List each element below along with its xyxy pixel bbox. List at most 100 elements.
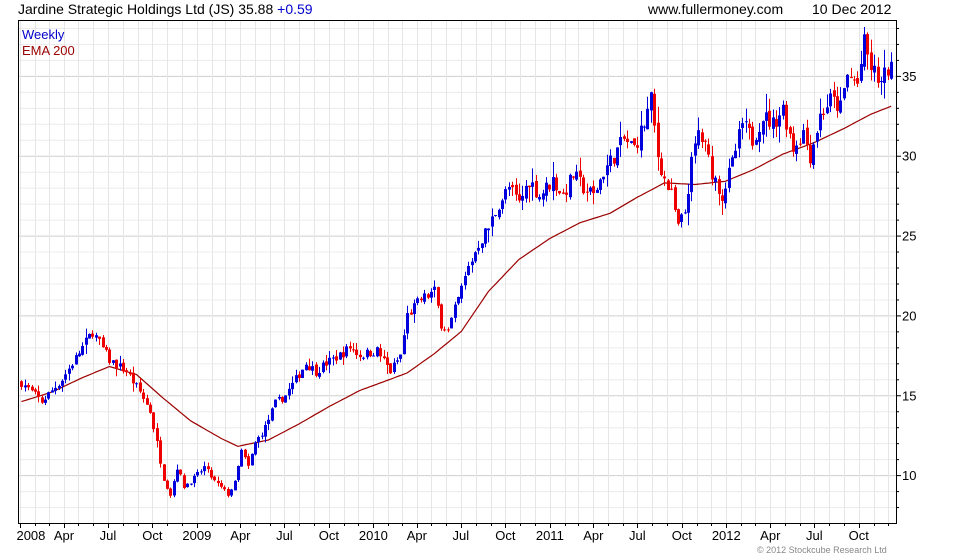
candle-body	[173, 481, 176, 496]
candle	[220, 480, 223, 489]
candle	[284, 395, 287, 403]
candle-body	[440, 304, 443, 329]
candle	[836, 86, 839, 118]
candle	[714, 175, 717, 191]
candle	[213, 475, 216, 482]
candle	[267, 414, 270, 431]
candle	[833, 81, 836, 108]
y-tick-label: 15	[902, 388, 916, 403]
candle-body	[586, 191, 589, 193]
candle	[653, 88, 656, 133]
x-tick-label: Jul	[806, 528, 823, 543]
candle-body	[311, 366, 314, 371]
candle-body	[383, 356, 386, 359]
candle-body	[528, 185, 531, 188]
candles	[20, 26, 893, 498]
candle	[369, 349, 372, 358]
candle-body	[240, 449, 243, 467]
candle-body	[47, 392, 50, 399]
candle	[24, 379, 27, 392]
candle	[132, 366, 135, 392]
candle	[427, 293, 430, 300]
candle	[504, 186, 507, 204]
candle	[616, 147, 619, 168]
candle-body	[494, 214, 497, 216]
x-tick-label: Apr	[583, 528, 604, 543]
candle-body	[846, 74, 849, 88]
candle	[538, 194, 541, 202]
candle	[210, 467, 213, 480]
candle-body	[264, 424, 267, 437]
candle	[680, 213, 683, 228]
x-tick-label: Apr	[230, 528, 251, 543]
candle-body	[630, 141, 633, 143]
candle	[352, 342, 355, 353]
candle-body	[119, 363, 122, 367]
candle	[91, 330, 94, 339]
candle	[410, 309, 413, 315]
candle	[826, 94, 829, 115]
candle-body	[714, 177, 717, 183]
candle-body	[193, 475, 196, 484]
candle-body	[531, 182, 534, 187]
candle-body	[599, 179, 602, 190]
candle-body	[176, 469, 179, 482]
candle-body	[267, 419, 270, 425]
candle	[619, 121, 622, 157]
candle	[565, 184, 568, 203]
candle	[552, 162, 555, 201]
candle-body	[558, 190, 561, 194]
candle	[586, 183, 589, 202]
candle	[464, 271, 467, 290]
candle	[555, 173, 558, 197]
candle-body	[734, 150, 737, 159]
candle-body	[379, 348, 382, 357]
y-axis: 10 15 20 25 30 35	[896, 27, 916, 509]
candle-body	[423, 293, 426, 302]
x-tick-label: Jul	[276, 528, 293, 543]
candle-body	[579, 170, 582, 177]
x-tick-label: Jul	[100, 528, 117, 543]
candle-body	[37, 391, 40, 397]
candle-body	[738, 129, 741, 149]
candle-body	[782, 104, 785, 116]
candle-body	[71, 365, 74, 369]
candle-body	[318, 372, 321, 377]
candle-body	[443, 329, 446, 331]
candle	[457, 296, 460, 306]
candle	[291, 376, 294, 395]
ema-200-line	[21, 105, 892, 448]
candle	[454, 301, 457, 323]
candle	[437, 286, 440, 309]
candle	[873, 54, 876, 82]
candle-body	[95, 335, 98, 338]
candle-body	[163, 464, 166, 481]
x-tick-label: Apr	[760, 528, 781, 543]
candle-body	[866, 34, 869, 55]
candle-body	[359, 354, 362, 358]
candle-body	[315, 364, 318, 376]
candle	[853, 75, 856, 86]
candle-body	[592, 186, 595, 194]
candle-body	[508, 186, 511, 190]
candle-body	[636, 145, 639, 148]
candle	[227, 487, 230, 498]
candle	[85, 328, 88, 354]
candle-body	[332, 357, 335, 359]
candle-body	[718, 179, 721, 194]
candle	[562, 188, 565, 195]
candle-body	[115, 359, 118, 369]
candle	[799, 138, 802, 147]
candle-body	[213, 476, 216, 481]
candle	[64, 369, 67, 384]
candle	[102, 335, 105, 348]
x-axis: 2008 Apr Jul Oct 2009 Apr Jul Oct 2010 Apr Jul Oct 2…	[16, 523, 889, 543]
candle	[704, 139, 707, 152]
candle	[741, 117, 744, 140]
candle	[535, 175, 538, 198]
candle	[718, 175, 721, 206]
candle-body	[836, 96, 839, 111]
candle	[494, 214, 497, 217]
candle-body	[521, 195, 524, 201]
candle	[758, 123, 761, 153]
